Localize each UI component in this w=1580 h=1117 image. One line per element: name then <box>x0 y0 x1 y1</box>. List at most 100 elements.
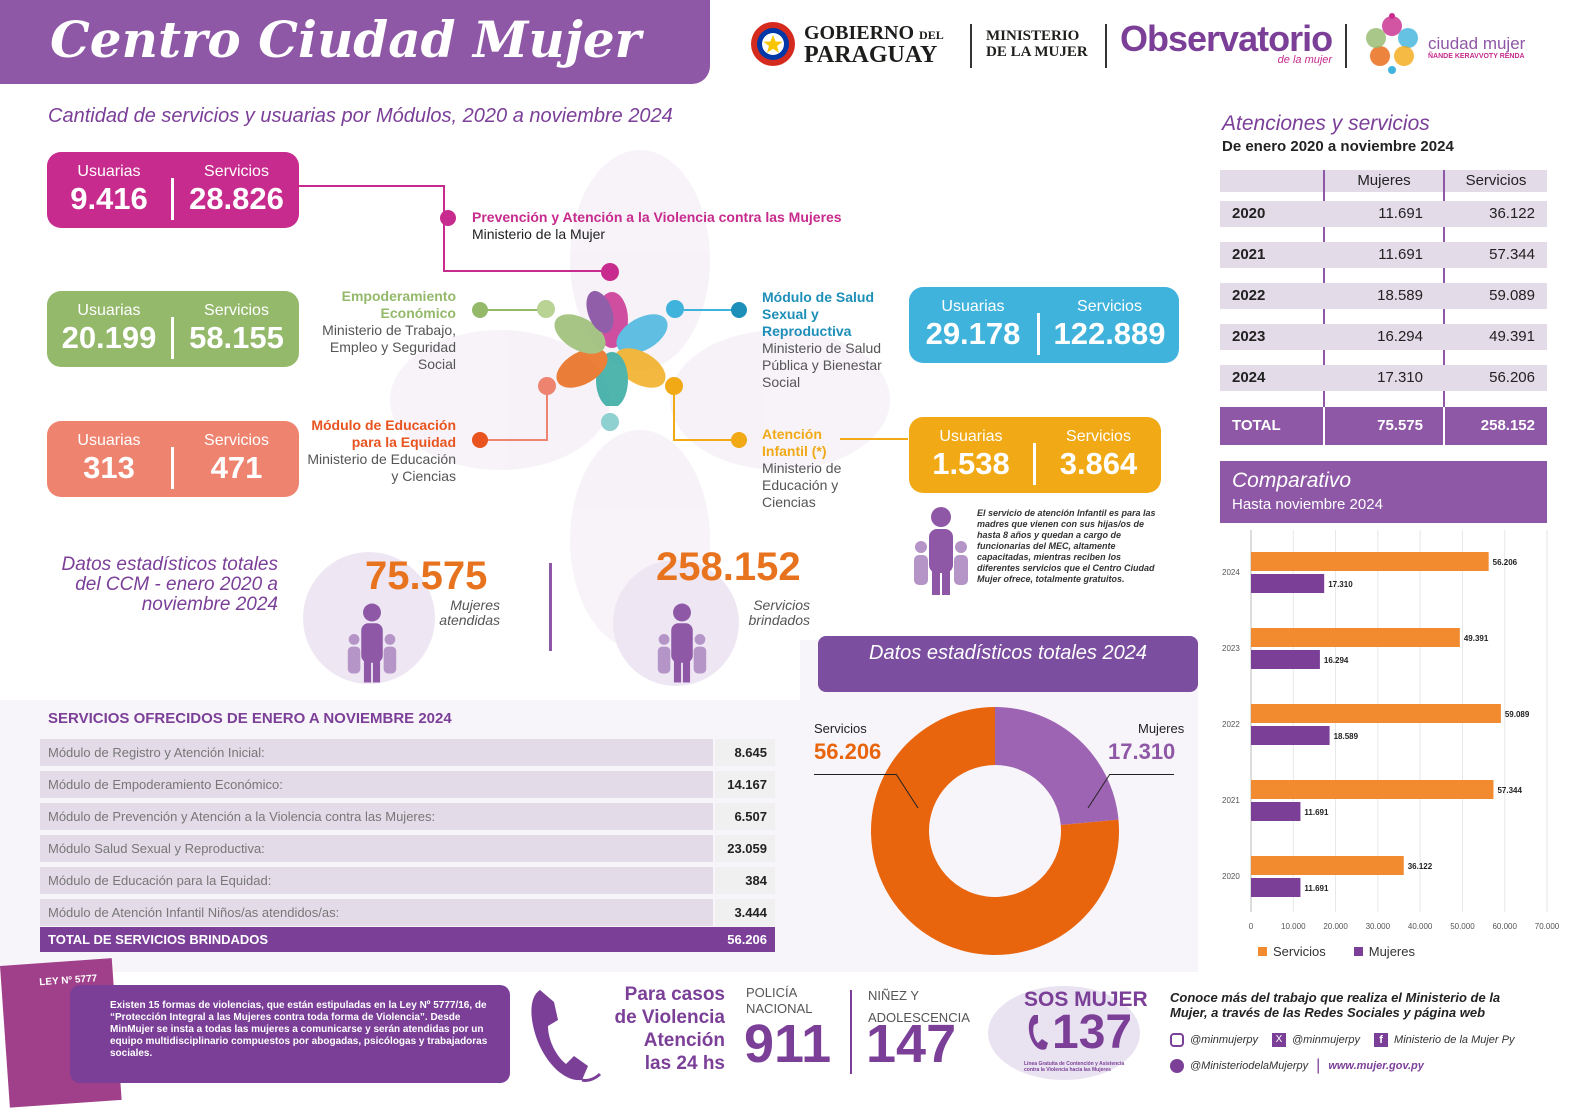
sos-number: 137 <box>1052 1006 1133 1059</box>
facebook-handle[interactable]: Ministerio de la Mujer Py <box>1394 1034 1515 1046</box>
observatorio-logo: Observatorio de la mujer <box>1120 18 1333 66</box>
table-row: 2020 11.691 36.122 <box>1220 201 1547 227</box>
facebook-icon: f <box>1374 1033 1389 1047</box>
module-dot <box>601 413 619 431</box>
module-infantil-label: Atención Infantil (*) Ministerio de Educ… <box>762 426 842 510</box>
table-row: Módulo Salud Sexual y Reproductiva: 23.05… <box>40 835 775 862</box>
table-row: Módulo de Empoderamiento Económico: 14.16… <box>40 771 775 798</box>
law-box <box>70 985 510 1083</box>
x-tick-label: 10.000 <box>1281 922 1306 931</box>
module-dot <box>472 432 488 448</box>
legend-label-mujeres: Mujeres <box>1368 944 1415 959</box>
tiktok-icon <box>1170 1059 1184 1073</box>
bar-label-servicios: 36.122 <box>1408 862 1433 871</box>
logo-divider <box>970 24 972 68</box>
sos-phone-icon <box>1026 1013 1050 1056</box>
attention-col-servicios: Servicios <box>1465 172 1527 189</box>
ciudad-mujer-logo <box>1360 12 1424 83</box>
bar-label-mujeres: 18.589 <box>1334 732 1359 741</box>
bar-label-mujeres: 11.691 <box>1304 808 1329 817</box>
sos-bg <box>988 986 1140 1080</box>
connector-line <box>840 438 908 440</box>
tiktok-handle[interactable]: @MinisteriodelaMujerpy <box>1190 1060 1309 1072</box>
police-number: 911 <box>744 1014 832 1074</box>
bar-servicios-2022 <box>1251 704 1501 723</box>
x-tick-label: 20.000 <box>1323 922 1348 931</box>
social-row-1: @minmujerpy X @minmujerpy f Ministerio d… <box>1170 1033 1514 1047</box>
module-dot <box>440 210 456 226</box>
total-servicios-label: Servicios brindados <box>748 597 811 628</box>
donut-chart <box>871 707 1119 955</box>
y-tick-label: 2021 <box>1222 796 1240 805</box>
table-row: Módulo de Prevención y Atención a la Vio… <box>40 803 775 830</box>
family-icon <box>657 603 707 683</box>
bar-servicios-2021 <box>1251 780 1494 799</box>
modules-subtitle: Cantidad de servicios y usuarias por Mód… <box>48 105 673 127</box>
donut-title: Datos estadísticos totales 2024 <box>818 636 1198 692</box>
table-cell-servicios: 57.344 <box>1489 246 1535 263</box>
legend-swatch-servicios <box>1258 947 1267 956</box>
connector-line <box>443 270 608 272</box>
family-icon <box>914 507 968 595</box>
central-flower-icon <box>554 290 668 406</box>
module-dot <box>472 302 488 318</box>
website-link[interactable]: www.mujer.gov.py <box>1328 1060 1424 1072</box>
gobierno-logo: GOBIERNO DEL PARAGUAY <box>748 18 944 70</box>
total-mujeres-label: Mujeres atendidas <box>439 597 500 628</box>
services-2024-title: SERVICIOS OFRECIDOS DE ENERO A NOVIEMBRE… <box>48 710 452 727</box>
bar-label-servicios: 56.206 <box>1493 558 1518 567</box>
instagram-handle[interactable]: @minmujerpy <box>1190 1034 1259 1046</box>
ciudad-mujer-sublabel: ÑANDE KERAVVOTY RENDA <box>1428 53 1525 60</box>
table-row: Módulo de Atención Infantil Niños/as ate… <box>40 899 775 926</box>
page-title: Centro Ciudad Mujer <box>50 10 641 69</box>
ministerio-logo: MINISTERIO DE LA MUJER <box>986 28 1088 60</box>
table-cell-mujeres: 17.310 <box>1377 369 1423 386</box>
total-servicios-value: 258.152 <box>656 545 801 589</box>
logo-divider <box>1105 24 1107 68</box>
connector-line <box>673 395 675 439</box>
bar-mujeres-2024 <box>1251 574 1325 593</box>
x-tick-label: 50.000 <box>1450 922 1475 931</box>
donut-label-mujeres: Mujeres <box>1138 721 1185 736</box>
connector-line <box>484 439 548 441</box>
table-row: 2021 11.691 57.344 <box>1220 242 1547 268</box>
module-dot <box>731 302 747 318</box>
bar-label-mujeres: 17.310 <box>1328 580 1353 589</box>
table-row: 2024 17.310 56.206 <box>1220 365 1547 391</box>
connector-line <box>673 439 739 441</box>
header-band <box>0 0 710 84</box>
sos-label: SOS MUJER <box>1024 988 1148 1011</box>
y-tick-label: 2023 <box>1222 644 1240 653</box>
attention-header-row <box>1220 170 1547 192</box>
stat-card-violencia: Usuarias 9.416 Servicios 28.826 <box>47 152 299 228</box>
social-title: Conoce más del trabajo que realiza el Mi… <box>1170 990 1501 1020</box>
stat-card-infantil: Usuarias 1.538 Servicios 3.864 <box>909 417 1161 493</box>
totals-divider <box>549 563 552 651</box>
y-tick-label: 2024 <box>1222 568 1240 577</box>
table-cell-servicios: 56.206 <box>1489 369 1535 386</box>
emergency-text: Para casos de Violencia Atención las 24 hs <box>614 984 725 1074</box>
chart-legend: Servicios Mujeres <box>1258 944 1415 959</box>
bar-label-servicios: 49.391 <box>1464 634 1489 643</box>
stat-card-salud: Usuarias 29.178 Servicios 122.889 <box>909 287 1179 363</box>
total-mujeres-value: 75.575 <box>365 554 488 598</box>
module-salud-label: Módulo de Salud Sexual y Reproductiva Mi… <box>762 289 882 390</box>
footer-divider <box>850 990 852 1074</box>
bar-mujeres-2022 <box>1251 726 1330 745</box>
x-tick-label: 0 <box>1249 922 1254 931</box>
x-tick-label: 60.000 <box>1492 922 1517 931</box>
child-label: NIÑEZ Y ADOLESCENCIA <box>868 988 970 1025</box>
donut-leader-line <box>895 773 919 809</box>
module-educacion-label: Módulo de Educación para la Equidad Mini… <box>307 417 456 484</box>
connector-line <box>298 185 444 187</box>
bar-label-servicios: 59.089 <box>1505 710 1530 719</box>
stat-card-educacion: Usuarias 313 Servicios 471 <box>47 421 299 497</box>
x-handle[interactable]: @minmujerpy <box>1292 1034 1361 1046</box>
donut-slice-servicios <box>871 707 1119 955</box>
logo-divider <box>1345 24 1347 68</box>
module-dot <box>666 300 684 318</box>
x-tick-label: 40.000 <box>1408 922 1433 931</box>
table-cell-mujeres: 11.691 <box>1378 246 1423 263</box>
module-empoderamiento-label: Empoderamiento Económico Ministerio de T… <box>322 288 456 372</box>
table-cell-mujeres: 18.589 <box>1377 287 1423 304</box>
